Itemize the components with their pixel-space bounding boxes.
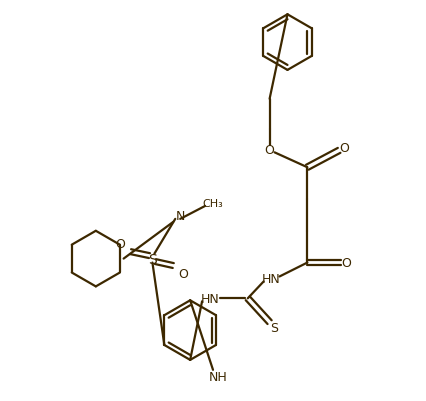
Text: NH: NH [208, 371, 227, 383]
Text: N: N [175, 210, 184, 223]
Text: O: O [264, 144, 274, 156]
Text: CH₃: CH₃ [202, 198, 223, 209]
Text: O: O [115, 238, 125, 251]
Text: O: O [340, 256, 350, 269]
Text: HN: HN [262, 272, 280, 285]
Text: HN: HN [200, 292, 219, 305]
Text: S: S [148, 252, 156, 266]
Text: O: O [338, 142, 348, 154]
Text: O: O [178, 267, 188, 280]
Text: S: S [270, 321, 278, 334]
